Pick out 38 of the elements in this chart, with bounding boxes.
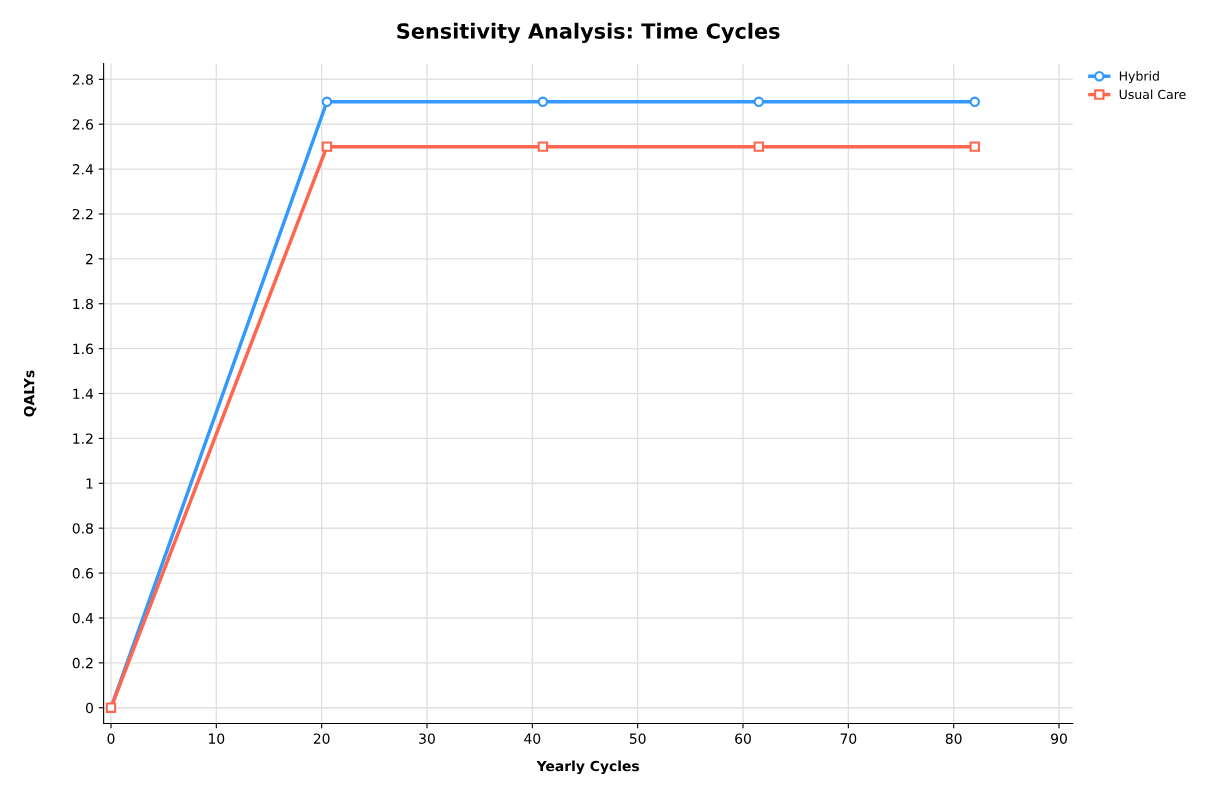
point	[537, 141, 549, 152]
y-tick-label: 1.6	[73, 343, 94, 355]
x-tick-label: 50	[629, 733, 646, 744]
x-tick-label: 60	[735, 733, 751, 744]
x-tick-label: 40	[524, 733, 541, 744]
point	[969, 96, 980, 107]
x-tick-label: 0	[107, 733, 115, 744]
point	[753, 141, 765, 152]
y-tick-label: 2	[86, 253, 93, 265]
point	[969, 141, 980, 152]
point	[321, 141, 333, 152]
y-tick-label: 2.8	[72, 74, 93, 85]
x-tick-label: 80	[945, 733, 962, 744]
x-tick-label: 90	[1051, 733, 1067, 744]
point	[321, 96, 333, 107]
y-tick-label: 0.8	[72, 523, 93, 534]
y-tick-label: 2.6	[72, 119, 94, 130]
y-tick-label: 1	[86, 478, 93, 489]
x-tick-label: 30	[419, 733, 435, 744]
y-tick-label: 0.2	[72, 657, 93, 669]
point	[753, 96, 765, 107]
x-tick-label: 70	[840, 733, 857, 744]
y-tick-label: 1.4	[73, 388, 94, 399]
y-tick-label: 0.4	[72, 612, 94, 624]
legend-label: Usual Care	[1119, 89, 1186, 100]
chart-title: Sensitivity Analysis: Time Cycles	[397, 22, 780, 44]
y-axis-title: QALYs	[23, 370, 37, 417]
point	[537, 96, 549, 107]
y-tick-label: 2.4	[72, 164, 94, 175]
legend-label: Hybrid	[1119, 71, 1159, 84]
y-tick-label: 0	[85, 702, 93, 714]
x-axis-title: Yearly Cycles	[536, 760, 640, 775]
x-tick-label: 10	[209, 733, 225, 744]
y-tick-label: 2.2	[72, 208, 93, 220]
y-tick-label: 1.2	[73, 433, 93, 444]
y-tick-label: 0.6	[72, 568, 94, 579]
y-tick-label: 1.8	[73, 298, 93, 310]
x-tick-label: 20	[313, 733, 330, 744]
